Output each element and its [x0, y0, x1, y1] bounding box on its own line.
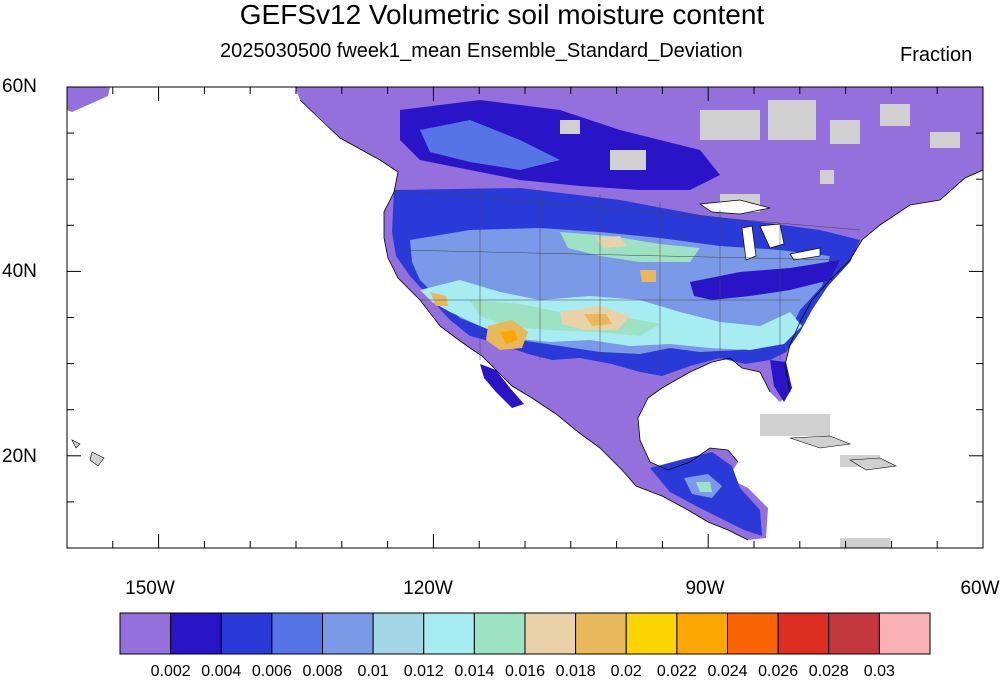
colorbar-tick-label: 0.004: [201, 663, 242, 680]
lon-label-60w: 60W: [960, 578, 1000, 599]
field-central-america-teal: [696, 482, 712, 492]
islands: [71, 435, 898, 471]
lat-label-20n: 20N: [2, 446, 37, 467]
colorbar-box: [473, 612, 526, 655]
colorbar-box: [524, 612, 577, 655]
coastline-west: [299, 99, 749, 541]
missing-data-cells: [560, 100, 960, 548]
colorbar-tick-label: 0.02: [610, 663, 642, 680]
axis-ticks: [66, 86, 984, 549]
map-title: GEFSv12 Volumetric soil moisture content: [239, 0, 765, 30]
colorbar-tick-label: 0.002: [150, 663, 191, 680]
colorbar-box: [271, 612, 323, 655]
colorbar-box: [372, 612, 425, 655]
colorbar-tick-label: 0.018: [555, 663, 596, 680]
colorbar-box: [828, 612, 880, 655]
colorbar-tick-label: 0.014: [454, 663, 495, 680]
colorbar-box: [777, 612, 830, 655]
field-hotspot-ks: [596, 236, 626, 248]
lat-label-40n: 40N: [2, 261, 37, 282]
colorbar-tick-label: 0.006: [251, 663, 292, 680]
map-subtitle: 2025030500 fweek1_mean Ensemble_Standard…: [220, 40, 743, 62]
colorbar-box: [727, 612, 779, 655]
lon-label-120w: 120W: [403, 578, 453, 599]
colorbar-tick-label: 0.016: [504, 663, 546, 680]
colorbar-box: [625, 612, 678, 655]
colorbar-tick-label: 0.026: [758, 663, 799, 680]
land-greenland: [940, 87, 983, 140]
coastline-east: [784, 169, 983, 393]
lon-label-90w: 90W: [685, 578, 725, 599]
colorbar-box: [170, 612, 222, 655]
colorbar-tick-label: 0.028: [808, 663, 849, 680]
state-boundaries: [393, 189, 861, 370]
field-hotspot-great-plains: [640, 270, 656, 282]
field-hotspot-tx-core: [584, 314, 612, 326]
colorbar-tick-label: 0.024: [707, 663, 748, 680]
field-boreal-light: [420, 120, 560, 170]
lon-label-150w: 150W: [125, 578, 175, 599]
land-alaska: [67, 87, 110, 112]
colorbar-box: [676, 612, 728, 655]
colorbar-tick-label: 0.012: [403, 663, 444, 680]
colorbar-box: [119, 612, 172, 655]
field-mexico-west: [480, 364, 524, 408]
colorbar-tick-label: 0.008: [302, 663, 343, 680]
field-florida: [770, 360, 792, 402]
colorbar-tick-label: 0.03: [863, 663, 895, 680]
colorbar-tick-label: 0.01: [357, 663, 389, 680]
colorbar-box: [423, 612, 475, 655]
lat-label-60n: 60N: [2, 76, 37, 97]
units-label: Fraction: [900, 44, 973, 66]
field-hotspot-ca: [430, 292, 448, 306]
colorbar-tick-label: 0.022: [656, 663, 697, 680]
coastline-gulf: [637, 357, 771, 471]
colorbar-box: [220, 612, 273, 655]
map-field: [67, 87, 983, 548]
colorbar: [119, 612, 931, 655]
colorbar-box: [322, 612, 374, 655]
field-hotspot-az-core: [500, 330, 518, 344]
colorbar-box: [575, 612, 627, 655]
great-lakes: [698, 199, 821, 261]
colorbar-box: [878, 612, 931, 655]
field-conus-band-dark: [690, 260, 840, 300]
